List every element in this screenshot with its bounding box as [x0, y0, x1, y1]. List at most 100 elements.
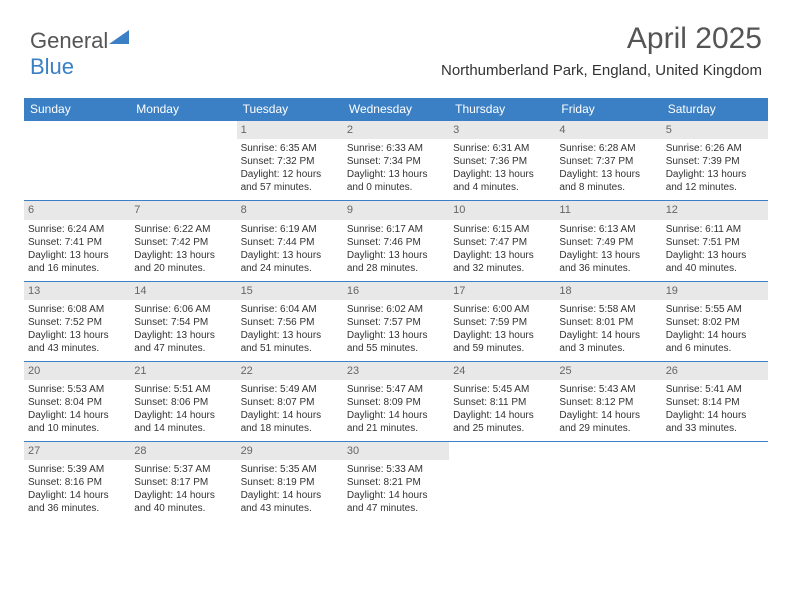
cell-d1: Daylight: 14 hours [134, 489, 232, 502]
cell-d2: and 51 minutes. [241, 342, 339, 355]
day-number: 26 [662, 362, 768, 380]
cell-d2: and 43 minutes. [241, 502, 339, 515]
cell-sunrise: Sunrise: 5:47 AM [347, 383, 445, 396]
cell-sunset: Sunset: 7:42 PM [134, 236, 232, 249]
calendar-cell: 14Sunrise: 6:06 AMSunset: 7:54 PMDayligh… [130, 281, 236, 361]
cell-sunrise: Sunrise: 5:53 AM [28, 383, 126, 396]
cell-d1: Daylight: 13 hours [453, 249, 551, 262]
cell-sunset: Sunset: 8:09 PM [347, 396, 445, 409]
day-number: 5 [662, 121, 768, 139]
cell-d1: Daylight: 13 hours [559, 168, 657, 181]
day-number: 13 [24, 282, 130, 300]
day-number: 9 [343, 201, 449, 219]
day-number: 6 [24, 201, 130, 219]
day-number: 25 [555, 362, 661, 380]
cell-sunrise: Sunrise: 5:49 AM [241, 383, 339, 396]
calendar-cell [449, 442, 555, 522]
cell-d2: and 8 minutes. [559, 181, 657, 194]
cell-sunset: Sunset: 7:41 PM [28, 236, 126, 249]
cell-sunset: Sunset: 8:06 PM [134, 396, 232, 409]
cell-sunset: Sunset: 7:34 PM [347, 155, 445, 168]
calendar-cell: 13Sunrise: 6:08 AMSunset: 7:52 PMDayligh… [24, 281, 130, 361]
calendar-cell: 23Sunrise: 5:47 AMSunset: 8:09 PMDayligh… [343, 361, 449, 441]
cell-d2: and 21 minutes. [347, 422, 445, 435]
cell-d1: Daylight: 14 hours [134, 409, 232, 422]
location-subtitle: Northumberland Park, England, United Kin… [441, 62, 762, 79]
cell-d1: Daylight: 13 hours [666, 249, 764, 262]
cell-sunset: Sunset: 7:44 PM [241, 236, 339, 249]
calendar-cell: 28Sunrise: 5:37 AMSunset: 8:17 PMDayligh… [130, 442, 236, 522]
calendar-cell: 20 Sunrise: 5:53 AMSunset: 8:04 PMDayligh… [24, 361, 130, 441]
logo-triangle-icon [109, 30, 129, 44]
day-number: 10 [449, 201, 555, 219]
cell-sunset: Sunset: 7:32 PM [241, 155, 339, 168]
cell-d2: and 25 minutes. [453, 422, 551, 435]
calendar-cell: 8Sunrise: 6:19 AMSunset: 7:44 PMDaylight… [237, 201, 343, 281]
cell-sunset: Sunset: 8:14 PM [666, 396, 764, 409]
day-number: 4 [555, 121, 661, 139]
day-number: 27 [24, 442, 130, 460]
cell-d2: and 6 minutes. [666, 342, 764, 355]
calendar-cell: 19Sunrise: 5:55 AMSunset: 8:02 PMDayligh… [662, 281, 768, 361]
cell-d2: and 36 minutes. [559, 262, 657, 275]
day-header: Sunday [24, 98, 130, 121]
cell-d1: Daylight: 13 hours [453, 329, 551, 342]
cell-d1: Daylight: 13 hours [28, 329, 126, 342]
cell-sunrise: Sunrise: 6:02 AM [347, 303, 445, 316]
calendar-cell: 2Sunrise: 6:33 AMSunset: 7:34 PMDaylight… [343, 121, 449, 201]
calendar-cell: 6Sunrise: 6:24 AMSunset: 7:41 PMDaylight… [24, 201, 130, 281]
cell-d2: and 57 minutes. [241, 181, 339, 194]
day-header: Wednesday [343, 98, 449, 121]
day-number: 29 [237, 442, 343, 460]
calendar-cell: 10Sunrise: 6:15 AMSunset: 7:47 PMDayligh… [449, 201, 555, 281]
day-number: 8 [237, 201, 343, 219]
cell-sunset: Sunset: 7:56 PM [241, 316, 339, 329]
cell-sunrise: Sunrise: 5:33 AM [347, 463, 445, 476]
calendar-cell: 26 Sunrise: 5:41 AMSunset: 8:14 PMDayligh… [662, 361, 768, 441]
cell-d1: Daylight: 13 hours [559, 249, 657, 262]
cell-d1: Daylight: 13 hours [134, 249, 232, 262]
day-number: 20 [24, 362, 130, 380]
cell-sunrise: Sunrise: 5:55 AM [666, 303, 764, 316]
day-number: 21 [130, 362, 236, 380]
cell-d2: and 4 minutes. [453, 181, 551, 194]
cell-d2: and 40 minutes. [134, 502, 232, 515]
cell-d1: Daylight: 14 hours [559, 409, 657, 422]
cell-sunrise: Sunrise: 5:43 AM [559, 383, 657, 396]
cell-sunrise: Sunrise: 5:45 AM [453, 383, 551, 396]
cell-d2: and 18 minutes. [241, 422, 339, 435]
calendar-cell: 30Sunrise: 5:33 AMSunset: 8:21 PMDayligh… [343, 442, 449, 522]
calendar-cell: 24Sunrise: 5:45 AMSunset: 8:11 PMDayligh… [449, 361, 555, 441]
day-number: 22 [237, 362, 343, 380]
cell-d2: and 47 minutes. [134, 342, 232, 355]
cell-sunset: Sunset: 8:11 PM [453, 396, 551, 409]
day-number: 12 [662, 201, 768, 219]
cell-sunrise: Sunrise: 5:41 AM [666, 383, 764, 396]
cell-sunrise: Sunrise: 6:08 AM [28, 303, 126, 316]
cell-sunrise: Sunrise: 6:06 AM [134, 303, 232, 316]
day-number: 18 [555, 282, 661, 300]
cell-d2: and 14 minutes. [134, 422, 232, 435]
cell-sunset: Sunset: 7:47 PM [453, 236, 551, 249]
calendar-table: SundayMondayTuesdayWednesdayThursdayFrid… [24, 98, 768, 521]
cell-sunset: Sunset: 8:04 PM [28, 396, 126, 409]
cell-sunset: Sunset: 7:59 PM [453, 316, 551, 329]
cell-sunset: Sunset: 8:07 PM [241, 396, 339, 409]
day-number: 14 [130, 282, 236, 300]
day-number: 7 [130, 201, 236, 219]
cell-sunrise: Sunrise: 6:28 AM [559, 142, 657, 155]
cell-d1: Daylight: 14 hours [28, 409, 126, 422]
cell-d1: Daylight: 14 hours [559, 329, 657, 342]
cell-d1: Daylight: 13 hours [241, 329, 339, 342]
cell-sunrise: Sunrise: 6:22 AM [134, 223, 232, 236]
cell-d2: and 0 minutes. [347, 181, 445, 194]
cell-d2: and 36 minutes. [28, 502, 126, 515]
cell-d2: and 10 minutes. [28, 422, 126, 435]
cell-d1: Daylight: 13 hours [241, 249, 339, 262]
cell-d2: and 24 minutes. [241, 262, 339, 275]
cell-sunrise: Sunrise: 6:35 AM [241, 142, 339, 155]
cell-d1: Daylight: 14 hours [666, 409, 764, 422]
calendar-cell: 1Sunrise: 6:35 AMSunset: 7:32 PMDaylight… [237, 121, 343, 201]
logo-text-2: Blue [30, 54, 74, 79]
calendar-cell: 22Sunrise: 5:49 AMSunset: 8:07 PMDayligh… [237, 361, 343, 441]
